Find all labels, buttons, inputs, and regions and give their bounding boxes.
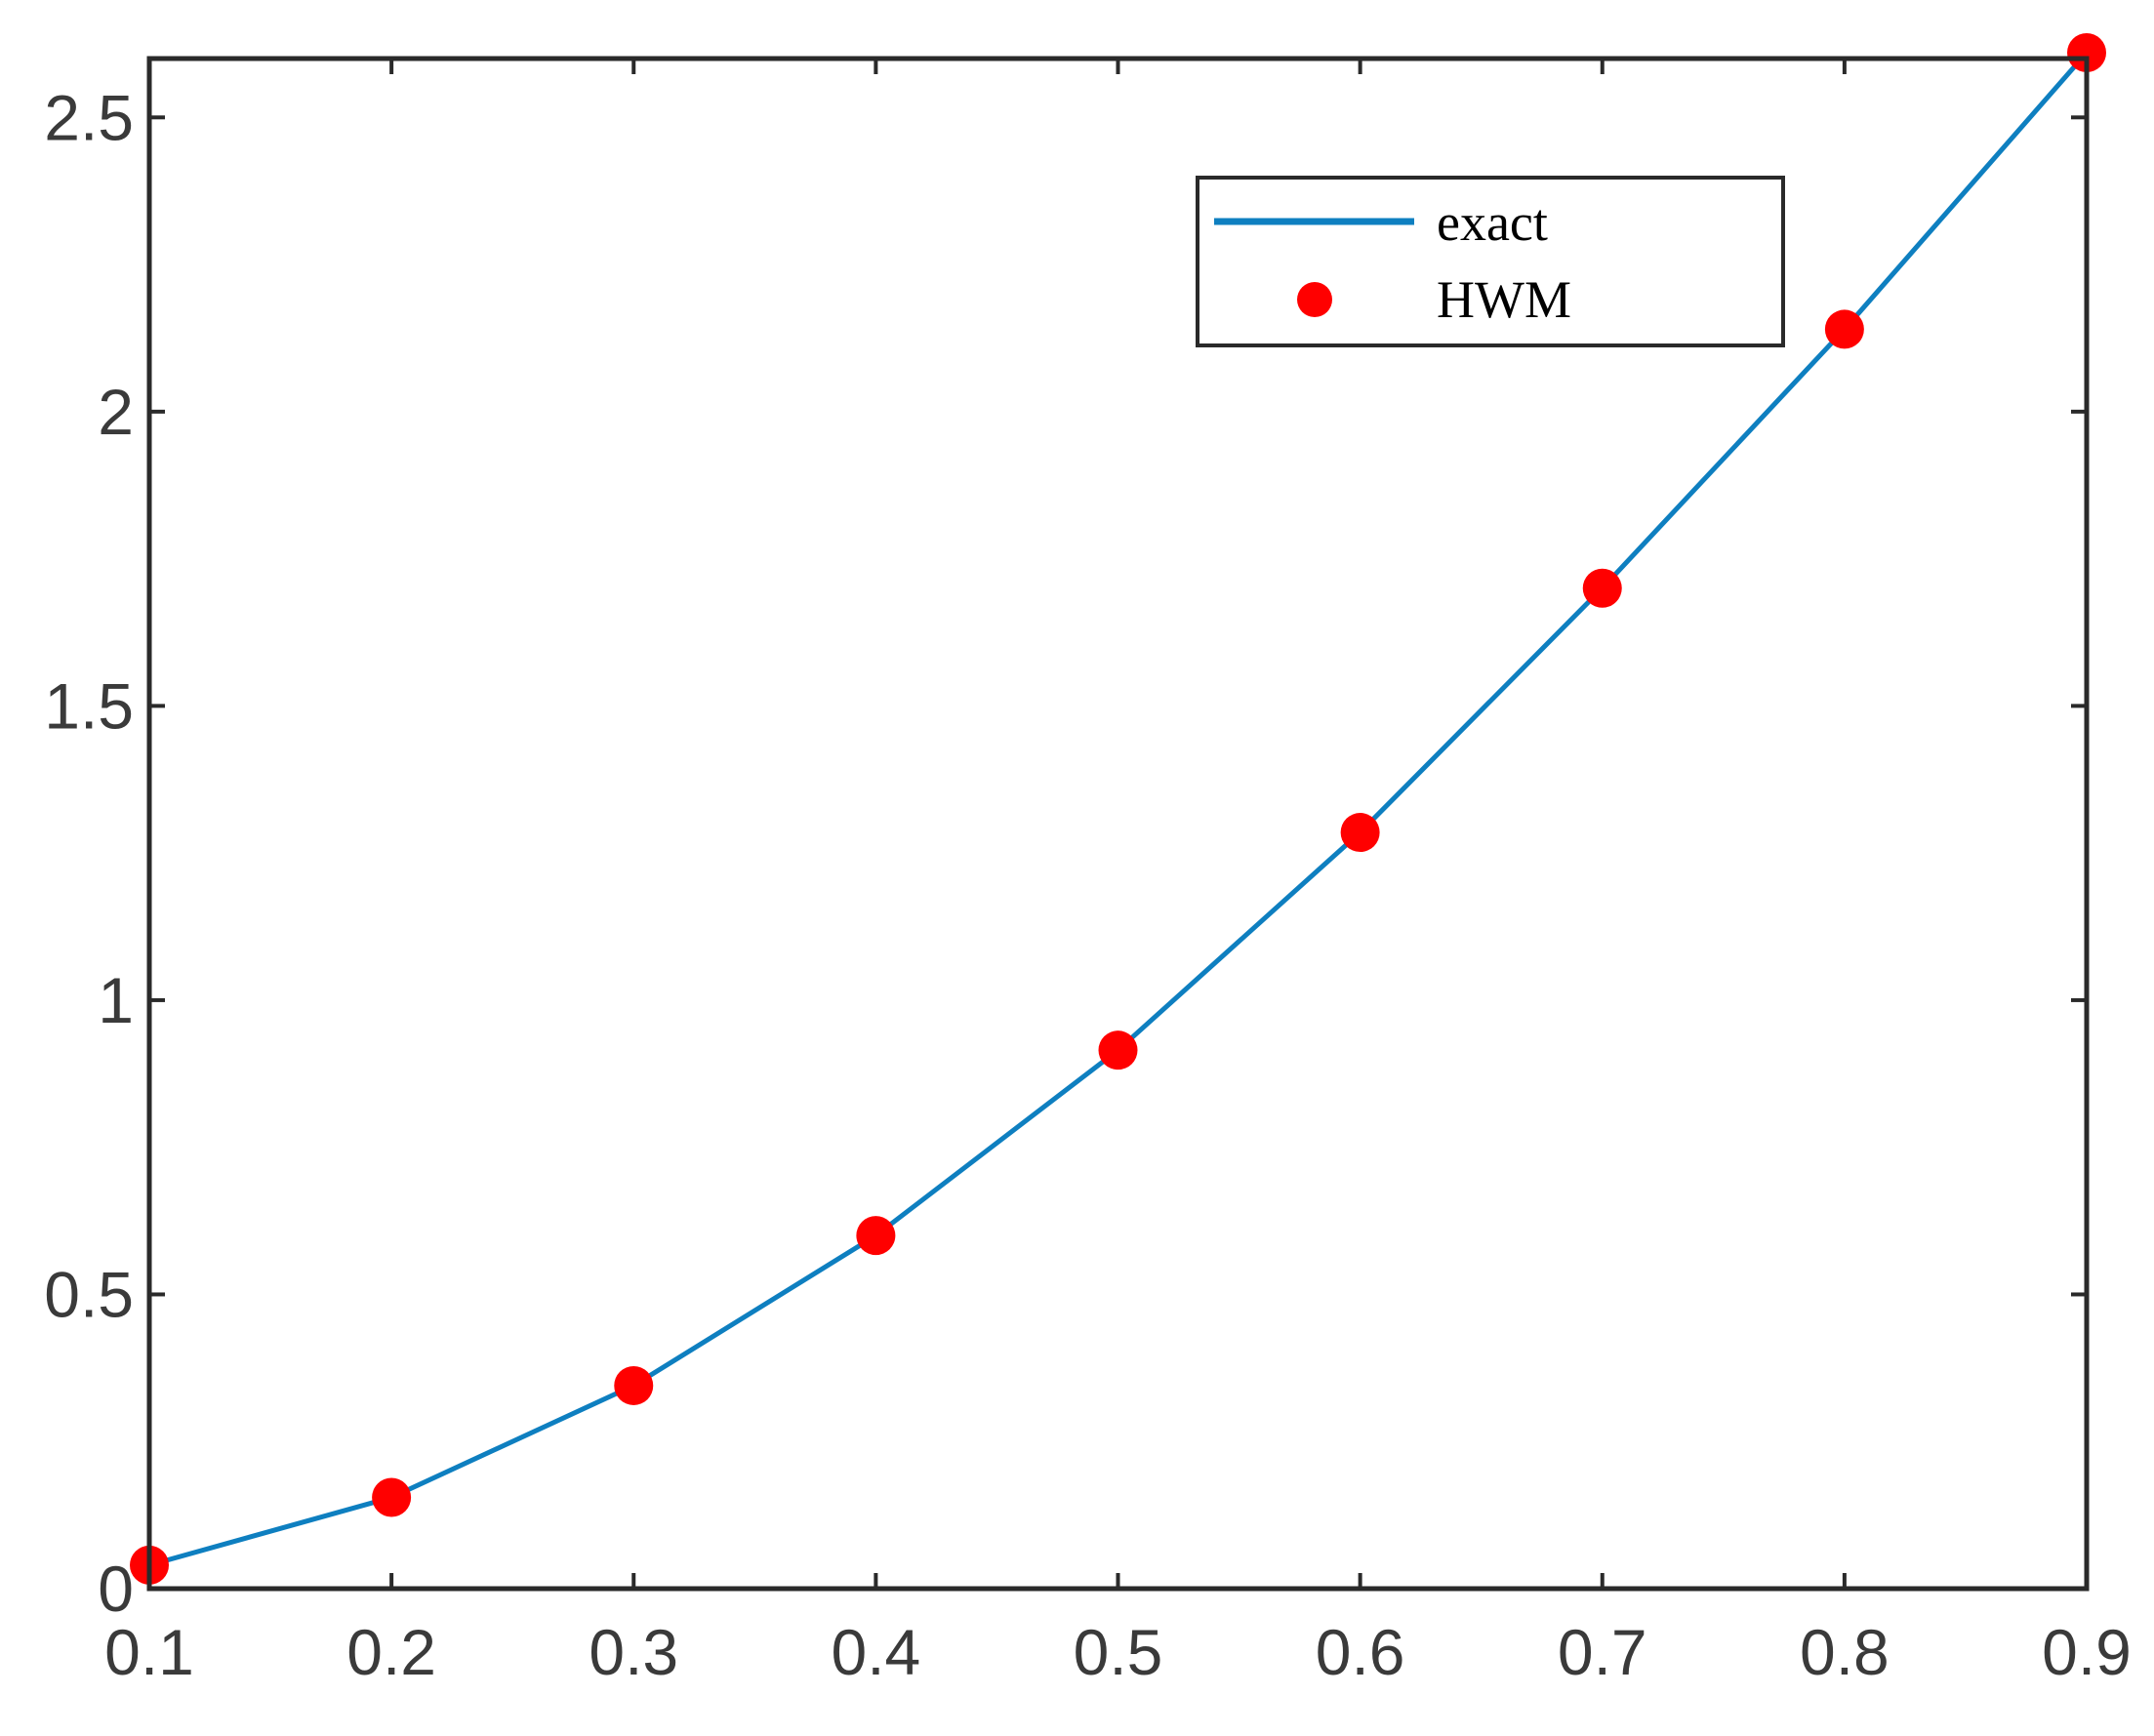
legend-label-hwm: HWM (1437, 270, 1571, 329)
legend-label-exact: exact (1437, 193, 1548, 252)
y-tick-label: 2 (98, 376, 134, 448)
legend-marker-swatch (1297, 282, 1332, 317)
data-point-hwm (1098, 1030, 1138, 1070)
x-tick-label: 0.3 (589, 1616, 678, 1688)
data-point-hwm (614, 1365, 654, 1405)
x-tick-label: 0.1 (104, 1616, 194, 1688)
x-tick-label: 0.4 (832, 1616, 921, 1688)
x-tick-label: 0.7 (1558, 1616, 1647, 1688)
x-tick-label: 0.9 (2042, 1616, 2132, 1688)
y-tick-label: 1 (98, 964, 134, 1036)
legend: exact HWM (1196, 176, 1785, 347)
legend-box (1196, 176, 1785, 347)
plot-area (130, 32, 2106, 1585)
y-axis: 0 0.5 1 1.5 2 2.5 (44, 81, 2087, 1625)
data-point-hwm (1582, 568, 1622, 608)
x-tick-label: 0.2 (346, 1616, 436, 1688)
data-point-hwm (1824, 309, 1864, 349)
y-tick-label: 1.5 (44, 669, 134, 742)
data-point-hwm (856, 1216, 896, 1256)
data-point-hwm (2067, 32, 2106, 72)
y-tick-label: 2.5 (44, 81, 134, 153)
y-tick-label: 0 (98, 1553, 134, 1625)
data-point-hwm (372, 1477, 412, 1517)
x-tick-label: 0.8 (1800, 1616, 1890, 1688)
data-point-hwm (1340, 813, 1380, 853)
axes-frame (146, 56, 2090, 1592)
x-tick-label: 0.5 (1074, 1616, 1163, 1688)
y-tick-label: 0.5 (44, 1258, 134, 1330)
x-tick-label: 0.6 (1316, 1616, 1405, 1688)
x-axis: 0.1 0.2 0.3 0.4 0.5 0.6 0.7 0.8 0.9 (104, 59, 2132, 1688)
